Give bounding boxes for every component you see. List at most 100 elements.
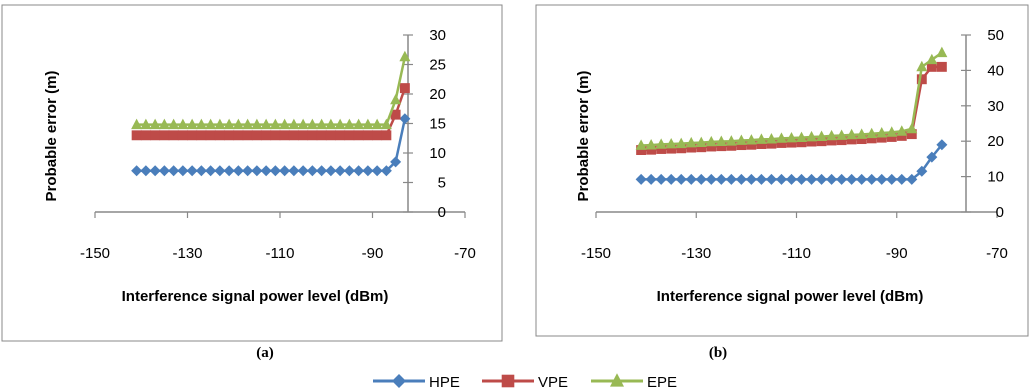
panel-b-series-hpe <box>635 139 948 185</box>
panel-a-y-tick-label: 30 <box>429 27 446 44</box>
panel-a-plot: -150 -130 -110 -90 -70 0 5 10 15 20 25 30 <box>80 27 476 262</box>
panel-b-epe-point <box>836 129 848 140</box>
panel-b-hpe-point <box>685 173 697 185</box>
panel-b-epe-point <box>906 122 918 134</box>
panel-b-caption: (b) <box>709 345 727 361</box>
panel-b-x-tick-label: -150 <box>581 245 611 262</box>
panel-b-series-vpe <box>636 61 947 155</box>
panel-a-vpe-point <box>372 130 383 141</box>
panel-b-vpe-point <box>846 134 857 145</box>
legend-vpe-label: VPE <box>538 374 568 391</box>
panel-b-vpe-point <box>886 132 897 142</box>
panel-b-epe-point <box>765 133 777 144</box>
chart-panel-b: Probable error (m) Interference signal p… <box>535 4 1029 337</box>
panel-b-y-tick-label: 20 <box>987 133 1004 150</box>
panel-b-hpe-point <box>665 173 677 185</box>
panel-b-hpe-point <box>705 173 717 185</box>
panel-b-hpe-point <box>816 173 828 185</box>
panel-b-vpe-point <box>826 135 837 146</box>
panel-b-vpe-point <box>736 140 747 151</box>
panel-b-x-tick-label: -110 <box>782 245 811 262</box>
panel-a-hpe-point <box>380 165 392 177</box>
panel-a-x-tick-label: -70 <box>454 245 476 262</box>
panel-b-hpe-point <box>796 173 808 185</box>
panel-a-vpe-point <box>214 130 225 141</box>
panel-b-vpe-point <box>636 145 647 155</box>
panel-a-hpe-point <box>149 165 161 177</box>
panel-b-epe-point <box>645 139 657 150</box>
panel-b-border <box>535 4 1029 337</box>
panel-a-hpe-point <box>390 156 402 168</box>
panel-a-hpe-point <box>399 113 411 125</box>
panel-a-epe-point <box>269 118 281 130</box>
panel-b-hpe-point <box>675 173 687 185</box>
legend-epe-label: EPE <box>647 374 677 391</box>
panel-b-vpe-point <box>716 141 727 152</box>
panel-a-hpe-point <box>140 165 152 177</box>
panel-a-epe-point <box>362 118 374 130</box>
panel-a-hpe-point <box>371 165 383 177</box>
panel-b-epe-point <box>705 135 717 147</box>
panel-b-epe-point <box>775 132 787 143</box>
panel-b-vpe-point <box>726 140 737 151</box>
panel-b-epe-point <box>856 128 868 139</box>
panel-a-vpe-point <box>233 130 244 141</box>
panel-a-vpe-point <box>344 130 355 141</box>
panel-a-vpe-point <box>140 130 151 141</box>
panel-b-plot: -150 -130 -110 -90 -70 0 10 20 30 40 50 <box>581 27 1008 262</box>
panel-a-epe-point <box>186 118 198 130</box>
legend: HPE VPE EPE <box>373 373 677 391</box>
panel-b-vpe-point <box>876 132 887 143</box>
panel-b-epe-point <box>816 130 828 141</box>
panel-b-epe-point <box>876 127 888 138</box>
panel-b-epe-point <box>896 125 908 136</box>
panel-a-epe-point <box>223 118 235 130</box>
panel-b-epe-point <box>936 46 948 58</box>
panel-b-x-tick-label: -130 <box>681 245 711 262</box>
panel-b-epe-point <box>926 53 938 65</box>
panel-a-vpe-point <box>150 130 161 141</box>
panel-a-epe-point <box>195 118 207 130</box>
panel-a-vpe-point <box>279 130 290 141</box>
panel-a-x-tick-label: -130 <box>172 245 202 262</box>
panel-b-epe-point <box>685 136 697 148</box>
panel-b-ylabel: Probable error (m) <box>575 71 592 202</box>
panel-a-hpe-point <box>168 165 180 177</box>
panel-a-vpe-point <box>390 109 401 120</box>
panel-a-epe-point <box>242 118 254 130</box>
panel-b-x-tick-label: -90 <box>886 245 908 262</box>
legend-item-vpe: VPE <box>482 374 568 391</box>
legend-item-hpe: HPE <box>373 374 460 391</box>
panel-a-vpe-point <box>196 130 207 141</box>
panel-b-hpe-point <box>916 165 928 177</box>
panel-a-vpe-point <box>381 130 392 141</box>
panel-b-vpe-point <box>816 136 827 147</box>
panel-a-hpe-point <box>251 165 263 177</box>
panel-a-hpe-point <box>279 165 291 177</box>
panel-b-epe-point <box>725 135 737 146</box>
panel-a-y-tick-label: 0 <box>438 204 446 221</box>
panel-b-hpe-point <box>836 173 848 185</box>
panel-b-hpe-point <box>715 173 727 185</box>
panel-a-y-tick-label: 5 <box>438 175 446 192</box>
panel-b-vpe-point <box>906 129 917 140</box>
panel-b-hpe-point <box>755 173 767 185</box>
panel-a-epe-point <box>371 118 383 130</box>
panel-a-hpe-point <box>325 165 337 177</box>
panel-b-series-epe <box>635 46 948 150</box>
panel-a-hpe-point <box>269 165 281 177</box>
panel-a-hpe-point <box>205 165 217 177</box>
panel-b-hpe-point <box>765 173 777 185</box>
legend-vpe-marker <box>501 374 515 388</box>
panel-a-vpe-point <box>187 130 198 141</box>
panel-a-y-tick-label: 20 <box>429 86 446 103</box>
panel-b-epe-point <box>806 130 818 142</box>
panel-a-epe-point <box>297 118 309 130</box>
panel-a-epe-point <box>399 50 411 62</box>
panel-b-epe-point <box>715 135 727 146</box>
panel-a-epe-point <box>343 118 355 130</box>
panel-a-vpe-point <box>362 130 373 141</box>
panel-b-vpe-point <box>856 134 867 145</box>
panel-a-y-tick-label: 25 <box>429 57 446 74</box>
